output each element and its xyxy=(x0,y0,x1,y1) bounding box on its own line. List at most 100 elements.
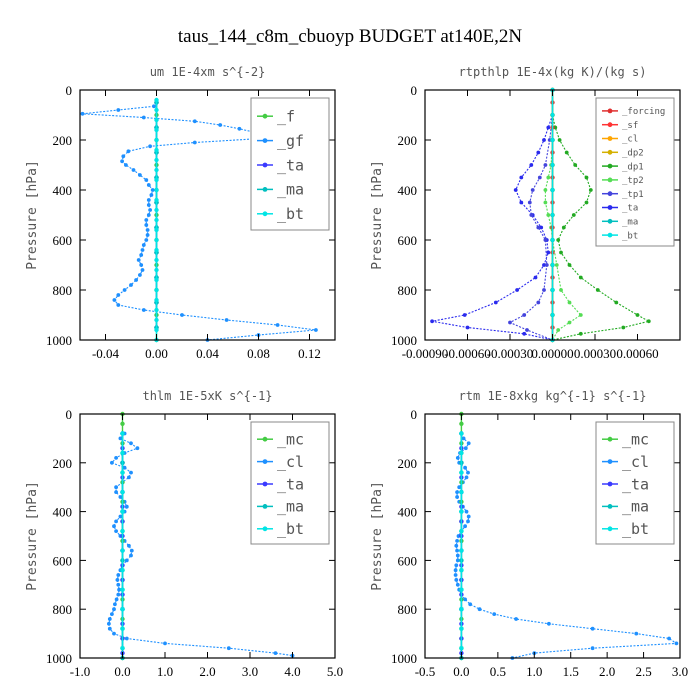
data-point-gf xyxy=(144,223,149,227)
legend-label-cl: _cl xyxy=(277,453,304,471)
data-point-bt xyxy=(550,162,555,168)
data-point-gf xyxy=(141,243,146,247)
data-point-dp1 xyxy=(567,263,572,267)
data-point-gf xyxy=(152,104,156,109)
data-point-tp2 xyxy=(546,213,551,217)
data-point-gf xyxy=(145,233,150,237)
data-point-cl xyxy=(129,470,133,475)
panel-title: rtpthlp 1E-4x(kg K)/(kg s) xyxy=(459,65,647,79)
y-tick-label: 1000 xyxy=(391,651,417,666)
data-point-gf xyxy=(224,318,229,322)
data-point-dp1 xyxy=(595,288,600,292)
data-point-bt xyxy=(154,107,159,113)
data-point-tp1 xyxy=(543,238,548,242)
legend-label-dp1: _dp1 xyxy=(622,162,644,172)
data-point-cl xyxy=(466,441,471,446)
data-point-tp2 xyxy=(567,320,572,325)
data-point-gf xyxy=(121,154,126,159)
data-point-cl xyxy=(124,504,129,509)
legend-label-ta: _ta xyxy=(277,475,304,493)
data-point-tp2 xyxy=(543,188,548,192)
data-point-bt xyxy=(459,509,464,514)
data-point-dp1 xyxy=(571,213,576,217)
data-point-ta xyxy=(513,188,518,192)
y-tick-label: 200 xyxy=(398,456,418,471)
x-tick-label: 4.0 xyxy=(284,664,300,679)
data-point-bt xyxy=(154,307,159,313)
data-point-dp1 xyxy=(646,319,651,324)
data-point-gf xyxy=(146,198,151,202)
legend-label-mc: _mc xyxy=(622,430,649,448)
legend-label-gf: _gf xyxy=(277,132,304,150)
y-tick-label: 400 xyxy=(398,505,418,520)
data-point-bt xyxy=(154,237,159,243)
x-tick-label: 0.08 xyxy=(247,346,270,361)
legend-label-ma: _ma xyxy=(277,181,304,199)
data-point-cl xyxy=(135,446,140,451)
legend-marker-cl xyxy=(607,459,613,464)
x-tick-label: 1.0 xyxy=(526,664,542,679)
series-group xyxy=(107,411,295,661)
data-point-cl xyxy=(455,582,460,587)
x-tick-label: 0.00030 xyxy=(574,346,616,361)
data-point-bt xyxy=(550,312,555,318)
data-point-cl xyxy=(463,524,467,529)
data-point-tp1 xyxy=(525,328,529,332)
data-point-bt xyxy=(120,450,125,456)
data-point-cl xyxy=(455,553,460,558)
data-point-cl xyxy=(112,607,116,612)
data-point-dp1 xyxy=(588,188,593,192)
data-point-gf xyxy=(134,278,139,282)
data-point-gf xyxy=(116,303,121,307)
data-point-cl xyxy=(454,578,459,582)
y-tick-label: 1000 xyxy=(391,333,417,348)
data-point-gf xyxy=(116,108,121,112)
data-point-gf xyxy=(144,178,149,182)
data-point-bt xyxy=(120,489,125,495)
legend-label-tp1: _tp1 xyxy=(622,190,644,200)
data-point-cl xyxy=(114,597,119,602)
data-point-ta xyxy=(493,300,498,305)
legend-label-ma: _ma xyxy=(277,498,304,516)
data-point-cl xyxy=(464,475,469,480)
data-point-cl xyxy=(464,509,469,514)
y-tick-label: 400 xyxy=(398,183,418,198)
series-group xyxy=(430,87,651,343)
data-point-bt xyxy=(550,187,555,193)
data-point-bt xyxy=(154,247,159,253)
data-point-tp2 xyxy=(556,328,561,332)
data-point-cl xyxy=(115,578,120,582)
data-point-dp1 xyxy=(559,250,563,255)
data-point-cl xyxy=(461,436,466,441)
y-axis-label: Pressure [hPa] xyxy=(370,481,385,591)
y-tick-label: 1000 xyxy=(46,333,72,348)
data-point-cl xyxy=(116,582,121,587)
legend-marker-tp2 xyxy=(607,177,613,183)
data-point-cl xyxy=(590,646,595,651)
panel-4: rtm 1E-8xkg kg^{-1} s^{-1} Pressure [hPa]… xyxy=(370,389,688,679)
data-point-cl xyxy=(107,626,112,631)
data-point-cl xyxy=(129,548,134,553)
x-tick-label: -1.0 xyxy=(70,664,91,679)
data-point-cl xyxy=(114,529,118,533)
data-point-ta xyxy=(539,225,544,230)
legend-label-ma: _ma xyxy=(622,498,649,516)
data-point-dp1 xyxy=(584,175,589,180)
series-line-tp1 xyxy=(508,114,554,341)
data-point-cl xyxy=(129,441,133,446)
data-point-dp1 xyxy=(573,163,578,167)
x-tick-label: -0.00090 xyxy=(402,346,449,361)
data-point-gf xyxy=(80,111,85,116)
plot-frame xyxy=(424,413,681,659)
series-line-dp1 xyxy=(551,114,651,341)
data-point-gf xyxy=(146,203,151,207)
data-point-tp1 xyxy=(522,313,527,317)
legend-label-sf: _sf xyxy=(622,121,638,131)
data-point-bt xyxy=(459,607,464,612)
data-point-ta xyxy=(522,331,527,336)
data-point-bt xyxy=(459,548,464,553)
data-point-bt xyxy=(154,227,159,233)
x-tick-label: 0.00 xyxy=(145,346,168,361)
legend-marker-f xyxy=(262,113,268,119)
data-point-bt xyxy=(154,317,159,323)
